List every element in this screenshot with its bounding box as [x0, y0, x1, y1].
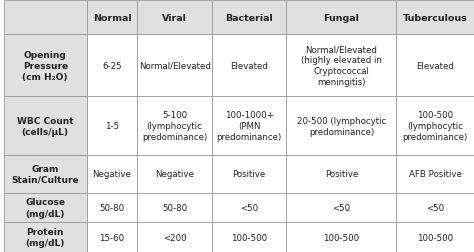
Bar [4, 193, 87, 223]
Bar [396, 97, 474, 155]
Text: <50: <50 [426, 203, 444, 212]
Text: 1-5: 1-5 [105, 122, 119, 131]
Text: Gram
Stain/Culture: Gram Stain/Culture [11, 164, 79, 184]
Bar [4, 97, 87, 155]
Text: 20-500 (lymphocytic
predominance): 20-500 (lymphocytic predominance) [297, 116, 386, 136]
Bar [286, 97, 396, 155]
Text: Normal/Elevated: Normal/Elevated [139, 61, 210, 71]
Text: <50: <50 [240, 203, 258, 212]
Bar [87, 97, 137, 155]
Bar [286, 155, 396, 193]
Bar [4, 35, 87, 97]
Text: WBC Count
(cells/μL): WBC Count (cells/μL) [17, 116, 73, 136]
Text: 15-60: 15-60 [100, 233, 125, 242]
Bar [87, 1, 137, 35]
Text: 100-1000+
(PMN
predominance): 100-1000+ (PMN predominance) [217, 111, 282, 142]
Bar [87, 223, 137, 252]
Text: AFB Positive: AFB Positive [409, 170, 462, 179]
Bar [212, 193, 286, 223]
Bar [87, 193, 137, 223]
Bar [87, 155, 137, 193]
Bar [396, 193, 474, 223]
Text: 6-25: 6-25 [102, 61, 122, 71]
Bar [212, 223, 286, 252]
Text: Normal: Normal [93, 14, 131, 22]
Text: Positive: Positive [325, 170, 358, 179]
Text: 100-500
(lymphocytic
predominance): 100-500 (lymphocytic predominance) [402, 111, 468, 142]
Text: Protein
(mg/dL): Protein (mg/dL) [26, 227, 65, 247]
Bar [137, 1, 212, 35]
Text: Elevated: Elevated [416, 61, 454, 71]
Text: 5-100
(lymphocytic
predominance): 5-100 (lymphocytic predominance) [142, 111, 207, 142]
Text: 50-80: 50-80 [162, 203, 187, 212]
Bar [396, 223, 474, 252]
Bar [137, 155, 212, 193]
Text: 50-80: 50-80 [100, 203, 125, 212]
Text: Bacterial: Bacterial [225, 14, 273, 22]
Text: 100-500: 100-500 [417, 233, 453, 242]
Text: Elevated: Elevated [230, 61, 268, 71]
Text: 100-500: 100-500 [323, 233, 359, 242]
Text: <200: <200 [163, 233, 186, 242]
Text: Opening
Pressure
(cm H₂O): Opening Pressure (cm H₂O) [22, 50, 68, 81]
Bar [4, 223, 87, 252]
Bar [396, 155, 474, 193]
Bar [212, 1, 286, 35]
Text: Normal/Elevated
(highly elevated in
Cryptococcal
meningitis): Normal/Elevated (highly elevated in Cryp… [301, 45, 382, 87]
Bar [286, 1, 396, 35]
Text: Tuberculous: Tuberculous [403, 14, 467, 22]
Text: Glucose
(mg/dL): Glucose (mg/dL) [25, 198, 65, 218]
Bar [4, 155, 87, 193]
Text: 100-500: 100-500 [231, 233, 267, 242]
Bar [286, 223, 396, 252]
Bar [396, 1, 474, 35]
Text: Positive: Positive [232, 170, 266, 179]
Bar [137, 193, 212, 223]
Bar [137, 223, 212, 252]
Text: <50: <50 [332, 203, 350, 212]
Text: Fungal: Fungal [323, 14, 359, 22]
Bar [286, 35, 396, 97]
Bar [212, 155, 286, 193]
Bar [137, 97, 212, 155]
Bar [212, 97, 286, 155]
Text: Negative: Negative [92, 170, 131, 179]
Bar [212, 35, 286, 97]
Text: Negative: Negative [155, 170, 194, 179]
Bar [4, 1, 87, 35]
Text: Viral: Viral [162, 14, 187, 22]
Bar [286, 193, 396, 223]
Bar [396, 35, 474, 97]
Bar [87, 35, 137, 97]
Bar [137, 35, 212, 97]
